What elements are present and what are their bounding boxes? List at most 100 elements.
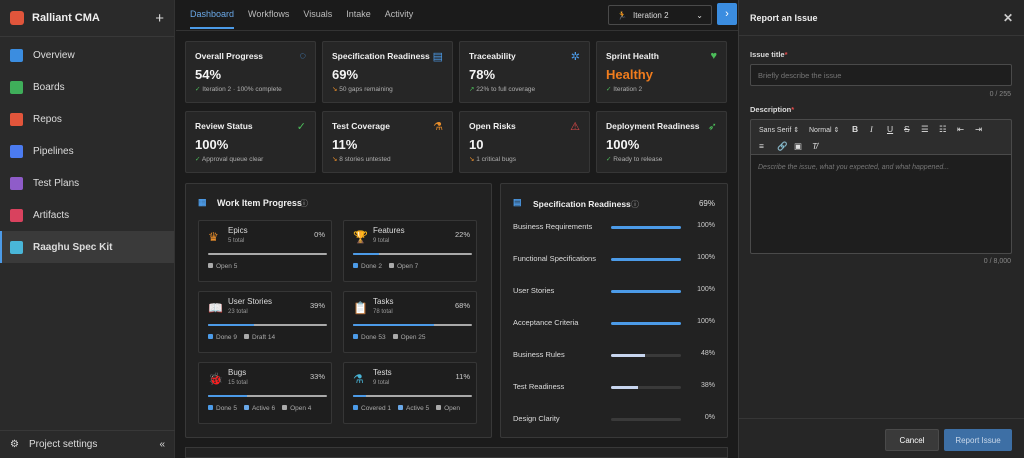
- info-icon[interactable]: ⓘ: [631, 200, 639, 209]
- outdent-icon[interactable]: ⇤: [957, 124, 965, 134]
- project-settings[interactable]: ⚙ Project settings «: [0, 430, 175, 458]
- legend-item: Open 4: [282, 405, 311, 412]
- collapse-icon[interactable]: «: [159, 439, 165, 450]
- tab-intake[interactable]: Intake: [346, 9, 371, 19]
- spec-row-percent: 48%: [700, 350, 715, 357]
- work-item-name: Epics: [228, 226, 248, 235]
- card-subtitle-text: Iteration 2: [613, 86, 643, 93]
- align-icon[interactable]: ≡: [759, 141, 764, 151]
- strike-icon[interactable]: S: [904, 124, 910, 134]
- underline-icon[interactable]: U: [887, 124, 894, 134]
- add-icon[interactable]: +: [155, 9, 164, 27]
- card-specification-readiness[interactable]: Specification Readiness ▤ 69% ↘ 50 gaps rem…: [322, 41, 453, 103]
- pipelines-icon: [10, 144, 23, 158]
- sidebar-item-boards[interactable]: Boards: [0, 71, 174, 103]
- cancel-button[interactable]: Cancel: [885, 429, 939, 451]
- legend-swatch: [353, 405, 358, 410]
- image-icon[interactable]: ▣: [794, 141, 803, 151]
- card-subtitle-text: 8 stories untested: [339, 156, 391, 163]
- card-overall-progress[interactable]: Overall Progress ◌ 54% ✓ Iteration 2 · 100%…: [185, 41, 316, 103]
- sidebar-item-overview[interactable]: Overview: [0, 39, 174, 71]
- spec-readiness-panel: ▤ Specification Readiness ⓘ 69% Business…: [500, 183, 728, 438]
- clear-format-icon[interactable]: T̸: [812, 141, 818, 151]
- work-item-progress-title: Work Item Progress: [217, 198, 302, 208]
- spec-row: Acceptance Criteria 100%: [513, 318, 715, 330]
- progress-ring-icon: ◌: [299, 50, 306, 62]
- sidebar-item-test-plans[interactable]: Test Plans: [0, 167, 174, 199]
- work-item-tasks[interactable]: 📋 Tasks 78 total 68% Done 53 Open 25: [343, 291, 477, 353]
- sidebar-item-label: Pipelines: [33, 145, 74, 157]
- spec-row-label: Functional Specifications: [513, 254, 596, 263]
- work-item-features[interactable]: 🏆 Features 9 total 22% Done 2 Open 7: [343, 220, 477, 282]
- card-deployment-readiness[interactable]: Deployment Readiness ➶ 100% ✓ Ready to rele…: [596, 111, 727, 173]
- tab-workflows[interactable]: Workflows: [248, 9, 290, 19]
- size-select[interactable]: Normal ⇕: [809, 127, 840, 134]
- overview-icon: [10, 48, 23, 62]
- card-subtitle: ↘ 8 stories untested: [332, 155, 443, 163]
- spec-row-bar: [611, 386, 681, 389]
- chevron-down-icon: ⌄: [696, 10, 703, 20]
- bold-icon[interactable]: B: [852, 124, 859, 134]
- spec-row-fill: [611, 290, 681, 293]
- card-traceability[interactable]: Traceability ✲ 78% ↗ 22% to full coverage: [459, 41, 590, 103]
- card-subtitle-text: 22% to full coverage: [476, 86, 536, 93]
- legend-label: Open 7: [396, 263, 419, 270]
- bullet-list-icon[interactable]: ☷: [939, 124, 947, 134]
- legend-item: Done 53: [353, 334, 386, 341]
- tab-dashboard[interactable]: Dashboard: [190, 1, 235, 29]
- work-item-total: 78 total: [373, 309, 393, 315]
- card-test-coverage[interactable]: Test Coverage ⚗ 11% ↘ 8 stories untested: [322, 111, 453, 173]
- progress-fill: [353, 395, 367, 397]
- sidebar-item-pipelines[interactable]: Pipelines: [0, 135, 174, 167]
- sidebar-item-raaghu-spec-kit[interactable]: Raaghu Spec Kit: [0, 231, 174, 263]
- ordered-list-icon[interactable]: ☰: [921, 124, 929, 134]
- close-icon[interactable]: ✕: [1002, 10, 1013, 25]
- document-icon: ▤: [432, 51, 443, 63]
- indent-icon[interactable]: ⇥: [975, 124, 983, 134]
- iteration-select[interactable]: 🏃 Iteration 2 ⌄: [608, 5, 712, 25]
- sidebar-item-repos[interactable]: Repos: [0, 103, 174, 135]
- work-item-name: Tasks: [373, 297, 394, 306]
- sidebar-item-artifacts[interactable]: Artifacts: [0, 199, 174, 231]
- card-subtitle-text: 1 critical bugs: [476, 156, 517, 163]
- report-issue-button[interactable]: Report Issue: [944, 429, 1012, 451]
- crown-icon: ♛: [208, 230, 219, 244]
- link-icon[interactable]: 🔗: [777, 141, 788, 151]
- issue-title-input[interactable]: [750, 64, 1012, 86]
- italic-icon[interactable]: I: [870, 124, 873, 134]
- progress-fill: [353, 253, 380, 255]
- progress-bar: [353, 253, 472, 255]
- font-select[interactable]: Sans Serif ⇕: [759, 127, 800, 134]
- work-item-percent: 39%: [309, 301, 325, 310]
- legend-swatch: [243, 405, 249, 410]
- flask-icon: ⚗: [433, 121, 443, 133]
- legend-item: Active 5: [398, 405, 429, 412]
- progress-bar: [353, 395, 472, 397]
- card-review-status[interactable]: Review Status ✓ 100% ✓ Approval queue clear: [185, 111, 316, 173]
- legend-label: Done 9: [216, 334, 237, 341]
- boards-icon: [10, 80, 23, 94]
- info-icon[interactable]: ⓘ: [300, 199, 308, 208]
- card-subtitle-text: Approval queue clear: [201, 156, 264, 163]
- card-open-risks[interactable]: Open Risks ⚠ 10 ↘ 1 critical bugs: [459, 111, 590, 173]
- spec-row-fill: [611, 226, 681, 229]
- legend-swatch: [353, 334, 358, 339]
- description-editor[interactable]: Describe the issue, what you expected, a…: [750, 155, 1012, 254]
- work-item-percent: 68%: [454, 301, 470, 310]
- tab-activity[interactable]: Activity: [384, 9, 414, 19]
- work-item-bugs[interactable]: 🐞 Bugs 15 total 33% Done 5 Active 6 Open 4: [198, 362, 332, 424]
- work-item-user-stories[interactable]: 📖 User Stories 23 total 39% Done 9 Draft 14: [198, 291, 332, 353]
- book-icon: 📖: [208, 301, 223, 315]
- legend-swatch: [353, 263, 358, 268]
- spec-row-label: Business Rules: [513, 350, 565, 359]
- title-char-count: 0 / 255: [989, 91, 1011, 98]
- legend-item: Open 5: [208, 263, 237, 270]
- tab-visuals[interactable]: Visuals: [303, 9, 333, 19]
- card-sprint-health[interactable]: Sprint Health ♥ Healthy ✓ Iteration 2: [596, 41, 727, 103]
- progress-bar: [353, 324, 472, 326]
- progress-bar: [208, 253, 327, 255]
- work-item-epics[interactable]: ♛ Epics 5 total 0% Open 5: [198, 220, 332, 282]
- work-item-total: 23 total: [228, 309, 248, 315]
- expand-panel-button[interactable]: ›: [717, 3, 737, 25]
- work-item-tests[interactable]: ⚗ Tests 9 total 11% Covered 1 Active 5 Open: [343, 362, 477, 424]
